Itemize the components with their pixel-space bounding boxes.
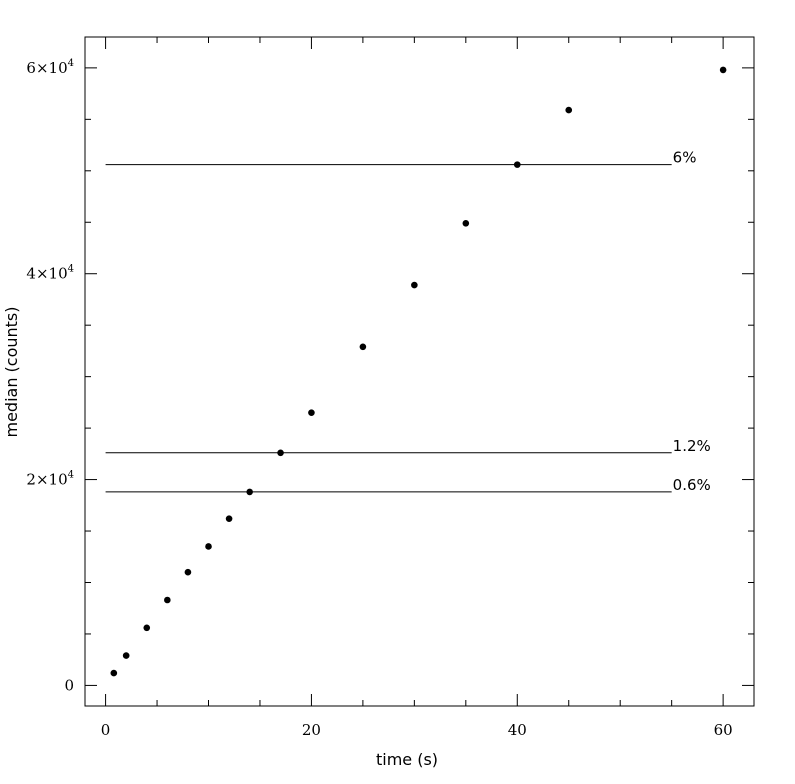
data-point xyxy=(359,343,367,351)
y-tick-label: 2×104 xyxy=(26,470,74,489)
data-point xyxy=(277,449,284,457)
data-point xyxy=(513,161,521,168)
x-tick-label: 0 xyxy=(101,721,111,739)
data-point xyxy=(184,568,192,576)
data-points xyxy=(110,66,727,677)
data-point xyxy=(110,669,118,677)
data-point xyxy=(143,624,151,632)
y-tick-label: 6×104 xyxy=(26,58,74,77)
y-axis-label: median (counts) xyxy=(2,306,21,437)
x-tick-label: 40 xyxy=(508,721,527,739)
x-tick-label: 20 xyxy=(302,721,321,739)
plot-frame xyxy=(84,36,755,707)
data-point xyxy=(122,652,130,659)
data-point xyxy=(308,409,315,416)
x-tick-label: 60 xyxy=(714,721,733,739)
data-point xyxy=(565,106,573,114)
y-tick-label: 4×104 xyxy=(26,264,74,283)
reference-line-label: 0.6% xyxy=(673,476,711,494)
reference-lines: 6% 1.2% 0.6% xyxy=(105,149,711,494)
data-point xyxy=(205,543,212,550)
data-point xyxy=(462,219,470,227)
data-point xyxy=(225,515,233,522)
reference-line-label: 1.2% xyxy=(673,437,711,455)
data-point xyxy=(164,596,171,604)
tick-labels: 0 20 40 60 0 2×104 4×104 6×104 xyxy=(26,58,732,739)
data-point xyxy=(719,66,727,74)
y-tick-label: 0 xyxy=(64,676,74,694)
x-axis-label: time (s) xyxy=(376,750,438,769)
reference-line-label: 6% xyxy=(673,149,697,167)
axis-ticks xyxy=(85,37,754,706)
data-point xyxy=(246,488,253,496)
data-point xyxy=(411,281,418,289)
